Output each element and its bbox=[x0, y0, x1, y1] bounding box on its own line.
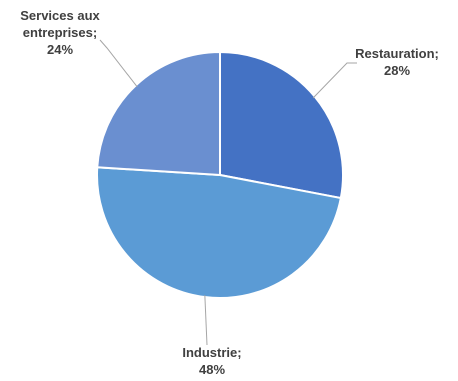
data-label-line: 24% bbox=[47, 42, 73, 57]
pie-slice-restauration bbox=[219, 50, 344, 200]
leader-line bbox=[204, 295, 208, 346]
data-label-line: entreprises; bbox=[23, 25, 97, 40]
data-labels: Restauration; 28% Industrie; 48% Services au… bbox=[20, 8, 439, 377]
pie-slice-services-aux-entreprises bbox=[96, 50, 221, 177]
data-label: Services aux entreprises; 24% bbox=[20, 8, 100, 57]
leader-line bbox=[312, 62, 357, 99]
pie-slices bbox=[96, 50, 344, 299]
leader-line bbox=[99, 39, 138, 88]
data-label: Industrie; 48% bbox=[182, 345, 241, 377]
data-label-line: Industrie; bbox=[182, 345, 241, 360]
data-label: Restauration; 28% bbox=[355, 46, 439, 78]
data-label-line: Restauration; bbox=[355, 46, 439, 61]
data-label-line: 48% bbox=[199, 362, 225, 377]
leader-lines bbox=[99, 39, 357, 346]
data-label-line: Services aux bbox=[20, 8, 100, 23]
data-label-line: 28% bbox=[384, 63, 410, 78]
